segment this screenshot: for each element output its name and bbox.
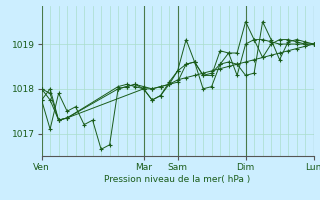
X-axis label: Pression niveau de la mer( hPa ): Pression niveau de la mer( hPa ) (104, 175, 251, 184)
